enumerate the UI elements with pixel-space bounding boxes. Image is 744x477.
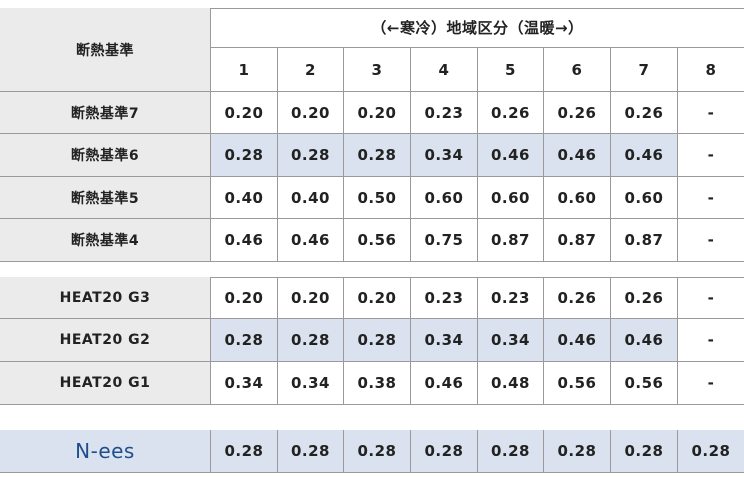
value-cell: 0.28 — [678, 430, 744, 473]
value-cell: 0.28 — [544, 430, 611, 473]
column-header: 7 — [611, 48, 678, 92]
region-header: （←寒冷）地域区分（温暖→） — [211, 8, 744, 48]
value-cell: 0.87 — [478, 219, 544, 262]
value-cell: 0.23 — [411, 92, 478, 134]
value-cell: 0.20 — [344, 277, 411, 319]
value-cell: 0.46 — [211, 219, 278, 262]
value-cell: 0.56 — [544, 362, 611, 405]
value-cell: 0.60 — [411, 177, 478, 219]
value-cell: 0.28 — [478, 430, 544, 473]
value-cell: 0.34 — [411, 319, 478, 362]
value-cell: 0.34 — [278, 362, 344, 405]
table-group: 断熱基準 （←寒冷）地域区分（温暖→） 1 2 3 4 5 6 7 8 断熱基準7 0.20 0.20 0… — [0, 8, 744, 262]
value-cell: - — [678, 319, 744, 362]
value-cell: 0.26 — [478, 92, 544, 134]
value-cell: 0.40 — [278, 177, 344, 219]
value-cell: 0.46 — [544, 319, 611, 362]
row-label: HEAT20 G3 — [0, 277, 211, 319]
value-cell: 0.20 — [211, 277, 278, 319]
value-cell: 0.34 — [211, 362, 278, 405]
value-cell: 0.20 — [344, 92, 411, 134]
value-cell: 0.56 — [611, 362, 678, 405]
column-header: 3 — [344, 48, 411, 92]
row-label: 断熱基準6 — [0, 134, 211, 177]
row-label: 断熱基準7 — [0, 92, 211, 134]
corner-header: 断熱基準 — [0, 8, 211, 92]
value-cell: 0.28 — [411, 430, 478, 473]
value-cell: 0.50 — [344, 177, 411, 219]
value-cell: 0.26 — [544, 92, 611, 134]
value-cell: 0.26 — [611, 277, 678, 319]
value-cell: 0.20 — [278, 92, 344, 134]
column-header: 8 — [678, 48, 744, 92]
value-cell: - — [678, 277, 744, 319]
value-cell: - — [678, 219, 744, 262]
value-cell: 0.20 — [278, 277, 344, 319]
value-cell: 0.34 — [478, 319, 544, 362]
value-cell: 0.26 — [544, 277, 611, 319]
value-cell: 0.46 — [411, 362, 478, 405]
value-cell: 0.46 — [611, 134, 678, 177]
value-cell: 0.46 — [278, 219, 344, 262]
value-cell: 0.28 — [611, 430, 678, 473]
table-group: HEAT20 G3 0.20 0.20 0.20 0.23 0.23 0.26 0.26- HE… — [0, 277, 744, 405]
value-cell: - — [678, 92, 744, 134]
value-cell: 0.60 — [478, 177, 544, 219]
value-cell: 0.28 — [344, 319, 411, 362]
value-cell: 0.40 — [211, 177, 278, 219]
value-cell: 0.46 — [544, 134, 611, 177]
value-cell: 0.75 — [411, 219, 478, 262]
value-cell: 0.56 — [344, 219, 411, 262]
value-cell: 0.60 — [544, 177, 611, 219]
column-header: 4 — [411, 48, 478, 92]
row-label: HEAT20 G2 — [0, 319, 211, 362]
row-label: HEAT20 G1 — [0, 362, 211, 405]
value-cell: 0.20 — [211, 92, 278, 134]
value-cell: 0.46 — [611, 319, 678, 362]
value-cell: 0.28 — [278, 319, 344, 362]
value-cell: - — [678, 362, 744, 405]
column-header: 2 — [278, 48, 344, 92]
value-cell: 0.28 — [278, 430, 344, 473]
column-header: 1 — [211, 48, 278, 92]
value-cell: 0.87 — [544, 219, 611, 262]
value-cell: - — [678, 134, 744, 177]
value-cell: 0.28 — [344, 430, 411, 473]
value-cell: 0.87 — [611, 219, 678, 262]
column-header: 6 — [544, 48, 611, 92]
value-cell: 0.28 — [278, 134, 344, 177]
table-group: N-ees 0.28 0.28 0.28 0.28 0.28 0.28 0.28 0.28 — [0, 430, 744, 473]
value-cell: 0.28 — [211, 319, 278, 362]
value-cell: 0.28 — [344, 134, 411, 177]
value-cell: 0.28 — [211, 134, 278, 177]
value-cell: 0.48 — [478, 362, 544, 405]
value-cell: - — [678, 177, 744, 219]
value-cell: 0.26 — [611, 92, 678, 134]
column-header: 5 — [478, 48, 544, 92]
value-cell: 0.60 — [611, 177, 678, 219]
value-cell: 0.23 — [411, 277, 478, 319]
row-label: 断熱基準5 — [0, 177, 211, 219]
value-cell: 0.28 — [211, 430, 278, 473]
value-cell: 0.23 — [478, 277, 544, 319]
value-cell: 0.38 — [344, 362, 411, 405]
row-label: N-ees — [0, 430, 211, 473]
row-label: 断熱基準4 — [0, 219, 211, 262]
value-cell: 0.34 — [411, 134, 478, 177]
value-cell: 0.46 — [478, 134, 544, 177]
